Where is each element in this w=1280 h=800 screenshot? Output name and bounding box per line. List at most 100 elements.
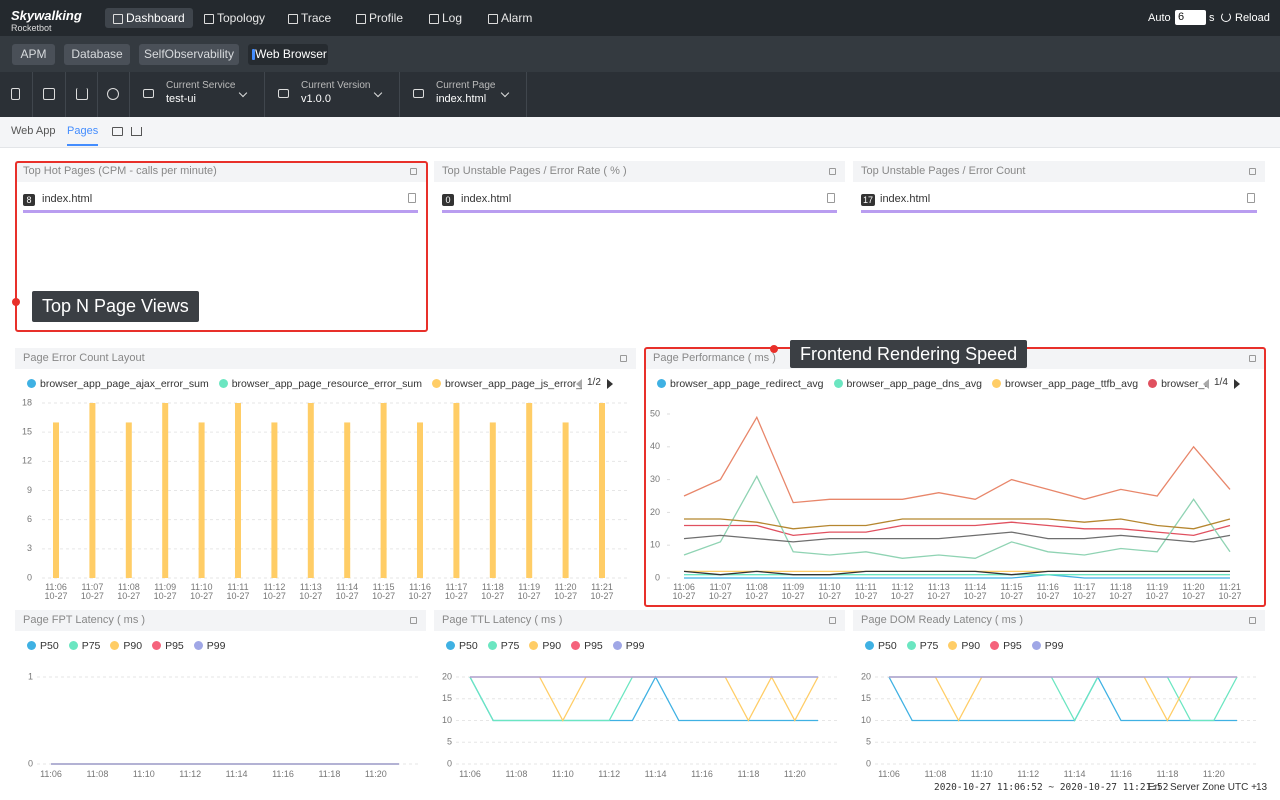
- legend-item[interactable]: browser_app_page_redirect_avg: [657, 378, 824, 390]
- legend-swatch: [432, 379, 441, 388]
- page-name[interactable]: index.html: [880, 193, 930, 205]
- header: Skywalking Rocketbot Auto 6 s Reload Das…: [0, 0, 1280, 36]
- legend-item[interactable]: browser_app_page_ajax_error_sum: [27, 378, 209, 390]
- legend-item[interactable]: browser_app_page_ttfb_avg: [992, 378, 1138, 390]
- sublogo: Rocketbot: [11, 23, 52, 33]
- legend-item[interactable]: P99: [613, 640, 645, 652]
- nav-item[interactable]: Alarm: [480, 8, 540, 28]
- x-tick-time: 11:18: [737, 769, 759, 779]
- selector[interactable]: Current Versionv1.0.0: [265, 72, 400, 117]
- language[interactable]: En: [1148, 782, 1160, 793]
- x-tick-label: 11:10: [133, 769, 155, 779]
- selector[interactable]: Current Pageindex.html: [400, 72, 527, 117]
- legend-item[interactable]: P95: [990, 640, 1022, 652]
- x-tick-date: 10-27: [226, 591, 249, 601]
- legend-item[interactable]: P75: [488, 640, 520, 652]
- y-tick-label: 0: [27, 572, 32, 582]
- legend-item[interactable]: P99: [194, 640, 226, 652]
- sub-tab[interactable]: Web App: [11, 125, 55, 137]
- legend-item[interactable]: P90: [110, 640, 142, 652]
- zone-label: Server Zone UTC +: [1170, 782, 1257, 793]
- legend-item[interactable]: P99: [1032, 640, 1064, 652]
- copy-icon[interactable]: [408, 193, 416, 203]
- zone-input[interactable]: 13: [1256, 782, 1267, 793]
- folder-icon[interactable]: [112, 127, 123, 136]
- sub-tab[interactable]: Pages: [67, 125, 98, 146]
- x-tick-label: 11:1410-27: [964, 582, 987, 601]
- chevron: [374, 89, 382, 97]
- x-tick-time: 11:20: [1203, 769, 1225, 779]
- y-tick-label: 15: [861, 693, 871, 703]
- legend-item[interactable]: P50: [865, 640, 897, 652]
- legend-item[interactable]: P50: [446, 640, 478, 652]
- folder-icon[interactable]: [43, 88, 55, 100]
- legend-label: P99: [1045, 640, 1064, 652]
- sub-tab-bar: Web App Pages: [0, 117, 1280, 148]
- tab[interactable]: Web Browser: [248, 44, 328, 65]
- y-tick-label: 0: [28, 758, 33, 768]
- interval-input[interactable]: 6: [1175, 10, 1206, 25]
- download-icon[interactable]: [76, 88, 88, 100]
- x-tick-date: 10-27: [672, 591, 695, 601]
- legend-item[interactable]: P95: [571, 640, 603, 652]
- x-tick-date: 10-27: [1182, 591, 1205, 601]
- chart-panel: Page Performance ( ms )0102030405011:061…: [645, 348, 1265, 606]
- x-tick-label: 11:1110-27: [226, 582, 249, 601]
- refresh-icon[interactable]: [107, 88, 119, 100]
- x-tick-date: 10-27: [445, 591, 468, 601]
- pager-prev[interactable]: [1203, 379, 1209, 389]
- download-icon[interactable]: [131, 127, 142, 136]
- legend-label: P50: [40, 640, 59, 652]
- legend-item[interactable]: P95: [152, 640, 184, 652]
- y-tick-label: 30: [650, 474, 660, 484]
- separator: [65, 72, 66, 117]
- nav-item[interactable]: Topology: [196, 8, 273, 28]
- page-name[interactable]: index.html: [42, 193, 92, 205]
- x-tick-label: 11:12: [1017, 769, 1039, 779]
- legend-item[interactable]: P75: [69, 640, 101, 652]
- selector[interactable]: Current Servicetest-ui: [130, 72, 265, 117]
- chevron: [239, 89, 247, 97]
- tab[interactable]: Database: [64, 44, 130, 65]
- legend-item[interactable]: browser_app_page_js_error_sum: [432, 378, 582, 390]
- legend-item[interactable]: browser_app_page_resource_error_sum: [219, 378, 422, 390]
- copy-icon[interactable]: [827, 193, 835, 203]
- legend-item[interactable]: P90: [948, 640, 980, 652]
- bar: [381, 403, 387, 578]
- legend-label: P50: [878, 640, 897, 652]
- x-tick-date: 10-27: [154, 591, 177, 601]
- nav-item[interactable]: Profile: [348, 8, 411, 28]
- legend-item[interactable]: P90: [529, 640, 561, 652]
- x-tick-label: 11:16: [1110, 769, 1132, 779]
- x-tick-label: 11:1710-27: [1073, 582, 1096, 601]
- x-tick-time: 11:14: [226, 769, 248, 779]
- lock-icon[interactable]: [11, 88, 20, 100]
- legend: P50 P75 P90 P95 P99: [446, 639, 644, 653]
- copy-icon[interactable]: [1247, 193, 1255, 203]
- pager-next[interactable]: [1234, 379, 1240, 389]
- legend-item[interactable]: P75: [907, 640, 939, 652]
- legend-swatch: [219, 379, 228, 388]
- legend-item[interactable]: P50: [27, 640, 59, 652]
- x-tick-label: 11:0710-27: [81, 582, 104, 601]
- x-tick-label: 11:1310-27: [299, 582, 322, 601]
- nav-item[interactable]: Dashboard: [105, 8, 193, 28]
- legend-swatch: [907, 641, 916, 650]
- legend-swatch: [834, 379, 843, 388]
- legend-swatch: [152, 641, 161, 650]
- tab[interactable]: SelfObservability: [139, 44, 239, 65]
- reload-icon[interactable]: [1221, 12, 1231, 22]
- reload-button[interactable]: Reload: [1235, 12, 1270, 24]
- legend-item[interactable]: browser_app_page_tcp_avg: [1148, 378, 1209, 390]
- legend-item[interactable]: browser_app_page_dns_avg: [834, 378, 982, 390]
- pager-next[interactable]: [607, 379, 613, 389]
- nav-item[interactable]: Trace: [280, 8, 339, 28]
- nav-item[interactable]: Log: [421, 8, 470, 28]
- legend-swatch: [488, 641, 497, 650]
- pager-prev[interactable]: [576, 379, 582, 389]
- page-name[interactable]: index.html: [461, 193, 511, 205]
- tab[interactable]: APM: [12, 44, 55, 65]
- x-tick-label: 11:0710-27: [709, 582, 732, 601]
- x-tick-date: 10-27: [1218, 591, 1241, 601]
- y-tick-label: 12: [22, 456, 32, 466]
